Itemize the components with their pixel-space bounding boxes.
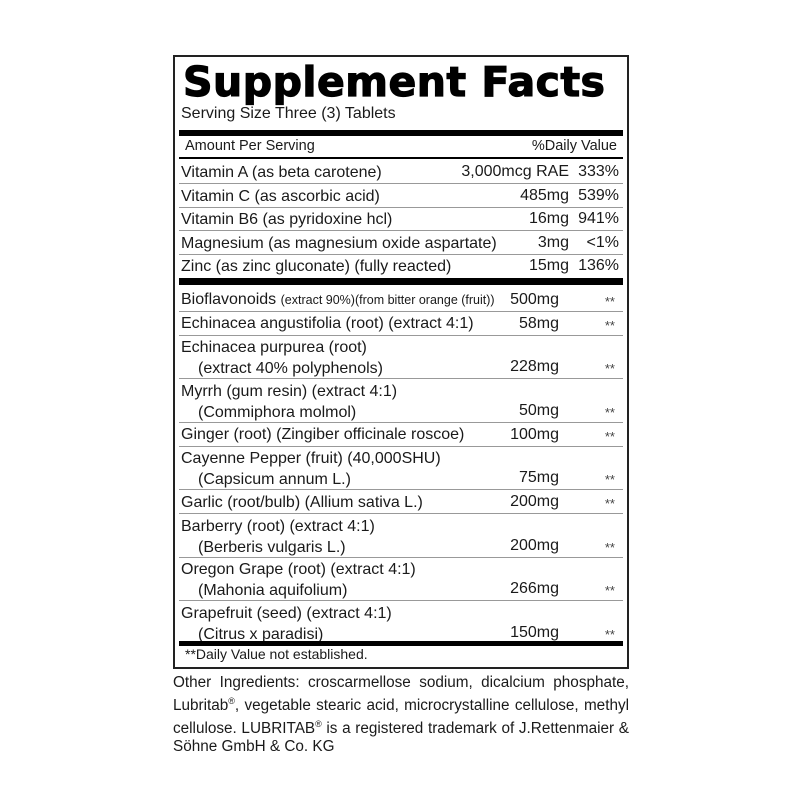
daily-value-not-established: **	[604, 293, 615, 309]
ingredient-amount: 228mg	[510, 358, 559, 375]
ingredient-amount: 50mg	[518, 401, 559, 419]
row-divider	[179, 253, 623, 255]
daily-value-not-established: **	[604, 626, 615, 642]
daily-value: 539%	[578, 186, 619, 204]
ingredient-row: Cayenne Pepper (fruit) (40,000SHU) (Capsi…	[181, 446, 619, 489]
daily-value-not-established: **	[604, 428, 615, 444]
ingredient-amount: 266mg	[510, 580, 559, 597]
daily-value-not-established: **	[604, 361, 615, 376]
ingredient-amount: 200mg	[510, 493, 559, 510]
ingredient-row: Garlic (root/bulb) (Allium sativa L.) 200…	[181, 490, 619, 514]
daily-value: 941%	[578, 210, 619, 227]
ingredient-name: Barberry (root) (extract 4:1) (Berberis v…	[181, 517, 375, 556]
vitamin-row: Vitamin C (as ascorbic acid) 485mg 539%	[181, 184, 619, 207]
nutrient-amount: 15mg	[528, 257, 569, 274]
daily-value-label: %Daily Value	[531, 138, 617, 154]
thick-divider	[179, 278, 623, 285]
ingredient-row: Oregon Grape (root) (extract 4:1) (Mahoni…	[181, 557, 619, 600]
nutrient-name: Zinc (as zinc gluconate) (fully reacted)	[181, 258, 452, 275]
thick-divider	[179, 641, 623, 646]
ingredient-name: Oregon Grape (root) (extract 4:1) (Mahoni…	[181, 561, 416, 599]
other-ingredients: Other Ingredients: croscarmellose sodium…	[173, 674, 629, 756]
ingredient-name: Ginger (root) (Zingiber officinale rosco…	[181, 426, 465, 443]
daily-value-not-established: **	[604, 472, 615, 487]
vitamin-row: Vitamin B6 (as pyridoxine hcl) 16mg 941%	[181, 207, 619, 230]
amount-per-serving-label: Amount Per Serving	[185, 138, 315, 154]
ingredient-amount: 75mg	[518, 469, 559, 486]
ingredient-name: Bioflavonoids (extract 90%)(from bitter …	[181, 291, 495, 308]
serving-size: Serving Size Three (3) Tablets	[181, 105, 396, 122]
ingredient-name: Garlic (root/bulb) (Allium sativa L.)	[181, 493, 423, 511]
vitamin-row: Magnesium (as magnesium oxide aspartate)…	[181, 231, 619, 254]
row-divider	[179, 183, 623, 184]
ingredient-row: Myrrh (gum resin) (extract 4:1) (Commipho…	[181, 379, 619, 422]
daily-value: 333%	[578, 163, 619, 180]
ingredient-name: Grapefruit (seed) (extract 4:1) (Citrus x…	[181, 604, 392, 643]
nutrient-name: Vitamin B6 (as pyridoxine hcl)	[181, 211, 393, 228]
ingredient-row: Bioflavonoids (extract 90%)(from bitter …	[181, 287, 619, 311]
nutrient-name: Vitamin C (as ascorbic acid)	[181, 187, 380, 205]
ingredient-name: Myrrh (gum resin) (extract 4:1) (Commipho…	[181, 382, 398, 421]
ingredient-amount: 200mg	[510, 536, 559, 554]
row-divider	[179, 206, 623, 208]
daily-value-not-established: **	[604, 539, 615, 555]
row-divider	[179, 421, 623, 423]
thick-divider	[179, 130, 623, 136]
row-divider	[179, 230, 623, 231]
nutrient-amount: 3,000mcg RAE	[461, 163, 569, 180]
ingredient-row: Barberry (root) (extract 4:1) (Berberis v…	[181, 514, 619, 557]
ingredient-amount: 100mg	[510, 425, 559, 443]
daily-value: 136%	[578, 257, 619, 274]
ingredient-amount: 58mg	[518, 314, 559, 332]
ingredient-name: Echinacea angustifolia (root) (extract 4…	[181, 315, 474, 332]
row-divider	[179, 445, 623, 447]
row-divider	[179, 489, 623, 490]
ingredient-row: Ginger (root) (Zingiber officinale rosco…	[181, 422, 619, 446]
panel-title: Supplement Facts	[182, 57, 606, 106]
vitamin-row: Zinc (as zinc gluconate) (fully reacted)…	[181, 254, 619, 277]
ingredient-row: Echinacea angustifolia (root) (extract 4…	[181, 311, 619, 335]
divider	[179, 157, 623, 159]
daily-value-not-established: **	[604, 317, 615, 333]
daily-value-not-established: **	[604, 404, 615, 420]
ingredient-amount: 500mg	[510, 290, 559, 308]
row-divider	[179, 310, 623, 312]
row-divider	[179, 556, 623, 558]
footnote: **Daily Value not established.	[185, 646, 368, 662]
nutrient-name: Magnesium (as magnesium oxide aspartate)	[181, 234, 497, 252]
row-divider	[179, 513, 623, 514]
daily-value: <1%	[586, 233, 619, 251]
ingredient-name: Cayenne Pepper (fruit) (40,000SHU) (Capsi…	[181, 450, 441, 488]
ingredient-amount: 150mg	[510, 623, 559, 641]
ingredient-row: Grapefruit (seed) (extract 4:1) (Citrus x…	[181, 601, 619, 644]
row-divider	[179, 600, 623, 601]
ingredient-name: Echinacea purpurea (root) (extract 40% po…	[181, 339, 383, 377]
supplement-facts-panel: Supplement Facts Serving Size Three (3) …	[173, 55, 629, 669]
nutrient-amount: 3mg	[537, 233, 569, 251]
nutrient-amount: 485mg	[520, 186, 569, 204]
column-header: Amount Per Serving %Daily Value	[185, 138, 617, 156]
nutrient-name: Vitamin A (as beta carotene)	[181, 164, 382, 181]
row-divider	[179, 378, 623, 379]
ingredient-row: Echinacea purpurea (root) (extract 40% po…	[181, 335, 619, 378]
vitamin-row: Vitamin A (as beta carotene) 3,000mcg RAE…	[181, 160, 619, 183]
row-divider	[179, 334, 623, 336]
nutrient-amount: 16mg	[528, 210, 569, 227]
daily-value-not-established: **	[604, 496, 615, 511]
daily-value-not-established: **	[604, 583, 615, 598]
